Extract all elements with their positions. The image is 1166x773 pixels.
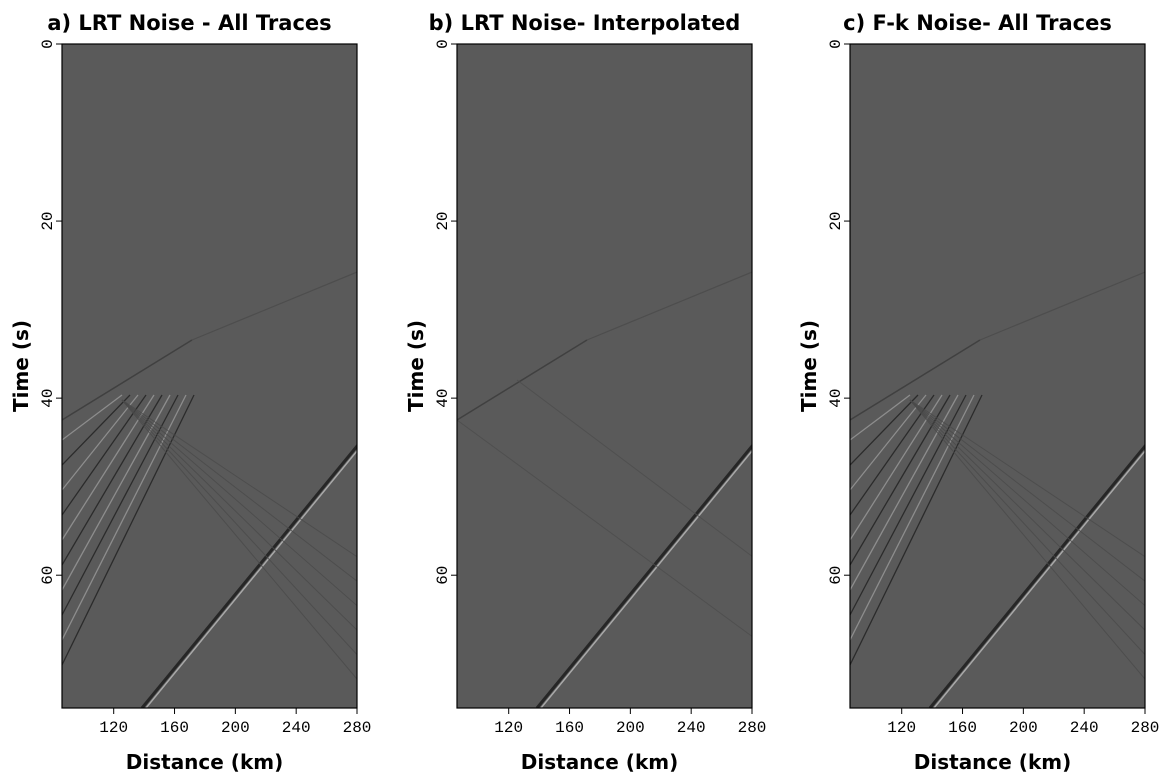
event bbox=[909, 399, 1145, 558]
y-tick-label: 60 bbox=[434, 566, 452, 585]
event bbox=[62, 339, 193, 421]
y-tick-label: 20 bbox=[39, 211, 57, 230]
event bbox=[62, 394, 171, 591]
y-tick-label: 20 bbox=[434, 211, 452, 230]
event bbox=[850, 394, 935, 516]
events bbox=[62, 271, 357, 708]
event bbox=[933, 449, 1145, 708]
event bbox=[850, 394, 959, 591]
event bbox=[586, 271, 752, 341]
image-area bbox=[62, 44, 357, 708]
event bbox=[516, 379, 752, 557]
x-tick-label: 280 bbox=[343, 719, 372, 737]
y-axis-label: Time (s) bbox=[797, 320, 821, 412]
x-tick-label: 160 bbox=[160, 719, 189, 737]
event bbox=[121, 399, 357, 582]
x-tick-label: 280 bbox=[738, 719, 767, 737]
event bbox=[850, 394, 927, 491]
event bbox=[140, 443, 357, 708]
y-tick-label: 40 bbox=[827, 389, 845, 408]
events bbox=[850, 271, 1145, 708]
x-tick-label: 240 bbox=[1070, 719, 1099, 737]
event bbox=[909, 399, 1145, 582]
event bbox=[62, 394, 195, 666]
chart-title: a) LRT Noise - All Traces bbox=[47, 11, 331, 35]
y-tick-label: 60 bbox=[827, 566, 845, 585]
event bbox=[62, 394, 131, 466]
x-axis-label: Distance (km) bbox=[126, 750, 283, 773]
x-tick-label: 160 bbox=[555, 719, 584, 737]
event bbox=[979, 271, 1145, 341]
event bbox=[121, 399, 357, 656]
x-tick-label: 120 bbox=[99, 719, 128, 737]
event bbox=[909, 399, 1145, 680]
x-tick-label: 240 bbox=[677, 719, 706, 737]
event bbox=[909, 399, 1145, 607]
event bbox=[850, 394, 911, 441]
event bbox=[62, 394, 139, 491]
event bbox=[850, 339, 981, 421]
panel: 120 160 200 240 280 0 20 40 60 b) LRT Noise- Inte… bbox=[404, 11, 766, 773]
event bbox=[909, 399, 1145, 656]
chart-title: b) LRT Noise- Interpolated bbox=[429, 11, 741, 35]
event bbox=[850, 394, 919, 466]
event bbox=[121, 399, 357, 680]
y-tick-label: 40 bbox=[434, 389, 452, 408]
image-area bbox=[457, 44, 752, 708]
event bbox=[909, 399, 1145, 631]
event bbox=[457, 419, 752, 637]
x-tick-label: 200 bbox=[221, 719, 250, 737]
event bbox=[62, 394, 147, 516]
event bbox=[62, 394, 123, 441]
x-tick-label: 160 bbox=[948, 719, 977, 737]
x-tick-label: 120 bbox=[494, 719, 523, 737]
y-axis-label: Time (s) bbox=[404, 320, 428, 412]
event bbox=[850, 394, 983, 666]
frame bbox=[61, 43, 358, 709]
x-tick-label: 200 bbox=[1009, 719, 1038, 737]
chart-title: c) F-k Noise- All Traces bbox=[843, 11, 1112, 35]
event bbox=[62, 394, 187, 641]
frame bbox=[849, 43, 1146, 709]
y-tick-label: 20 bbox=[827, 211, 845, 230]
x-tick-label: 200 bbox=[616, 719, 645, 737]
x-tick-label: 280 bbox=[1131, 719, 1160, 737]
event bbox=[535, 443, 752, 708]
event bbox=[928, 443, 1145, 708]
image-area bbox=[850, 44, 1145, 708]
x-axis-label: Distance (km) bbox=[914, 750, 1071, 773]
event bbox=[457, 339, 588, 421]
event bbox=[121, 399, 357, 558]
event bbox=[121, 399, 357, 607]
panel: 120 160 200 240 280 0 20 40 60 c) F-k Noise- All … bbox=[797, 11, 1159, 773]
event bbox=[540, 449, 752, 708]
frame bbox=[456, 43, 753, 709]
y-tick-label: 60 bbox=[39, 566, 57, 585]
y-axis-label: Time (s) bbox=[9, 320, 33, 412]
event bbox=[121, 399, 357, 631]
event bbox=[850, 394, 975, 641]
x-tick-label: 240 bbox=[282, 719, 311, 737]
panel: 120 160 200 240 280 0 20 40 60 a) LRT Noise - All… bbox=[9, 11, 371, 773]
y-tick-label: 40 bbox=[39, 389, 57, 408]
x-tick-label: 120 bbox=[887, 719, 916, 737]
y-tick-label: 0 bbox=[39, 39, 57, 49]
y-tick-label: 0 bbox=[827, 39, 845, 49]
event bbox=[191, 271, 357, 341]
events bbox=[457, 271, 752, 708]
y-tick-label: 0 bbox=[434, 39, 452, 49]
event bbox=[145, 449, 357, 708]
x-axis-label: Distance (km) bbox=[521, 750, 678, 773]
